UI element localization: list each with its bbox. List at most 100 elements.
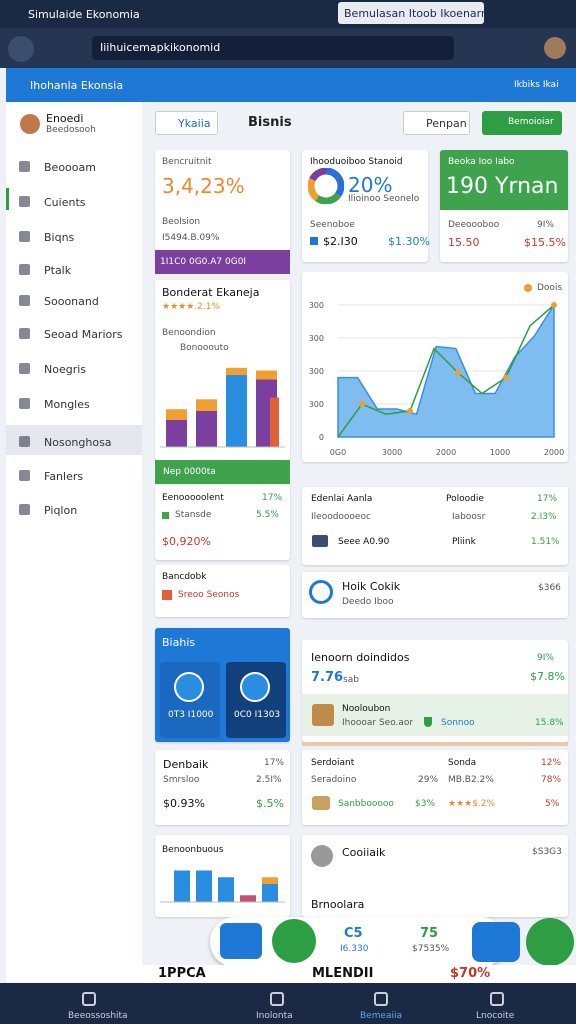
sidebar-item: Beoooam — [44, 161, 96, 174]
label: $2.I30 — [323, 235, 358, 248]
tile-label: 0C0 I1303 — [234, 710, 281, 720]
card — [155, 750, 290, 825]
x-tick-label: 0G0 — [330, 448, 346, 457]
sidebar-item-icon[interactable] — [19, 504, 30, 515]
bar — [196, 870, 212, 902]
label: Ienoorn doindidos — [311, 651, 410, 664]
avatar-icon[interactable] — [544, 37, 566, 59]
icon-button[interactable] — [526, 918, 574, 966]
label: 1I1C0 0G0.A7 0G0I — [160, 257, 247, 267]
label: 2.I3% — [531, 512, 557, 522]
bar — [262, 884, 278, 902]
penpan-button[interactable] — [403, 111, 470, 135]
donut-segment — [309, 168, 327, 182]
label: Benoonbuous — [162, 845, 224, 855]
line-point — [455, 369, 461, 376]
sidebar-item: Biqns — [44, 231, 75, 244]
sidebar-item-icon[interactable] — [19, 328, 30, 339]
bar — [166, 409, 187, 420]
tile-icon[interactable] — [174, 672, 204, 702]
label: 17% — [262, 493, 283, 503]
label: Edenlai Aanla — [311, 494, 373, 504]
icon[interactable] — [312, 535, 328, 547]
icon-button[interactable] — [272, 919, 316, 963]
label: Denbaik — [163, 758, 209, 771]
label: Poloodie — [446, 494, 484, 504]
search-button[interactable] — [155, 111, 218, 135]
label: 12% — [541, 758, 562, 768]
sidebar-item-icon[interactable] — [19, 363, 30, 374]
sidebar-item-icon[interactable] — [19, 398, 30, 409]
sidebar-item-icon[interactable] — [19, 161, 30, 172]
label: Stansde — [175, 510, 212, 520]
bottom-nav[interactable] — [0, 983, 576, 1024]
label: Serdoiant — [311, 758, 355, 768]
label: $3% — [415, 799, 436, 809]
divider — [302, 742, 568, 746]
bar — [240, 895, 256, 902]
sidebar-item: Seoad Mariors — [44, 328, 123, 341]
card — [155, 485, 290, 560]
label: Ihooduoiboo Stanoid — [310, 157, 403, 167]
label: Sonnoo — [441, 718, 475, 728]
nav-icon[interactable] — [82, 992, 96, 1006]
x-tick-label: 2000 — [544, 448, 564, 457]
icon-button[interactable] — [220, 923, 262, 959]
sidebar-item-icon[interactable] — [19, 231, 30, 242]
icon[interactable] — [310, 237, 318, 245]
label: Seee A0.90 — [338, 537, 390, 547]
sidebar-item-icon[interactable] — [19, 295, 30, 306]
nav-icon[interactable] — [490, 992, 504, 1006]
area-chart: 0 300 300 300 300 0G0 3000 2000 1000 2000 — [309, 301, 564, 457]
icon[interactable] — [424, 717, 432, 727]
bottom-strip — [142, 965, 576, 983]
label: Bancdobk — [162, 572, 207, 582]
label: I6.330 — [340, 944, 369, 954]
sidebar-item: Noegris — [44, 363, 87, 376]
primary-button[interactable] — [482, 111, 562, 135]
icon-button[interactable] — [472, 922, 520, 962]
nav-icon[interactable] — [270, 992, 284, 1006]
y-tick-label: 0 — [319, 433, 324, 442]
label: Sreoo Seonos — [178, 590, 240, 600]
label: MB.B2.2% — [448, 775, 494, 785]
card-title: Biahis — [162, 636, 196, 649]
label: 7.76 — [311, 670, 344, 685]
avatar-icon[interactable] — [311, 845, 333, 867]
label: Beoka Ioo Iabo — [448, 157, 515, 167]
card-header — [440, 150, 568, 210]
back-button[interactable] — [8, 36, 34, 62]
app-header — [6, 68, 576, 102]
nav-icon[interactable] — [374, 992, 388, 1006]
icon[interactable] — [312, 796, 330, 810]
card — [155, 150, 290, 262]
url-field — [92, 36, 454, 60]
y-tick-label: 300 — [309, 400, 324, 409]
label: $70% — [450, 966, 491, 981]
avatar-icon[interactable] — [312, 704, 334, 726]
sidebar-item-icon[interactable] — [19, 436, 30, 447]
tile-label: 0T3 I1000 — [168, 710, 214, 720]
label: Bencruitnit — [162, 157, 212, 167]
legend-swatch — [162, 512, 169, 519]
icon[interactable] — [162, 590, 172, 600]
tile-icon[interactable] — [240, 672, 270, 702]
url-text: Iiihuicemapkikonomid — [100, 41, 221, 54]
card — [302, 572, 568, 618]
nav-label: Beeossoshita — [68, 1011, 128, 1021]
x-tick-label: 3000 — [382, 448, 402, 457]
y-tick-label: 300 — [309, 367, 324, 376]
sidebar-item-icon[interactable] — [19, 264, 30, 275]
kpi-value: 3,4,23% — [162, 174, 245, 198]
user-avatar — [20, 114, 40, 134]
label: Sanbbooooo — [338, 799, 394, 809]
user-role: Beedosooh — [46, 125, 96, 135]
label: Deedo Iboo — [342, 597, 394, 607]
sidebar-item-icon[interactable] — [19, 196, 30, 207]
kpi-value: 20% — [348, 173, 393, 197]
label: 15.50 — [448, 236, 480, 249]
bar — [256, 370, 277, 380]
sidebar-item-icon[interactable] — [19, 470, 30, 481]
y-tick-label: 300 — [309, 334, 324, 343]
icon[interactable] — [309, 580, 333, 604]
